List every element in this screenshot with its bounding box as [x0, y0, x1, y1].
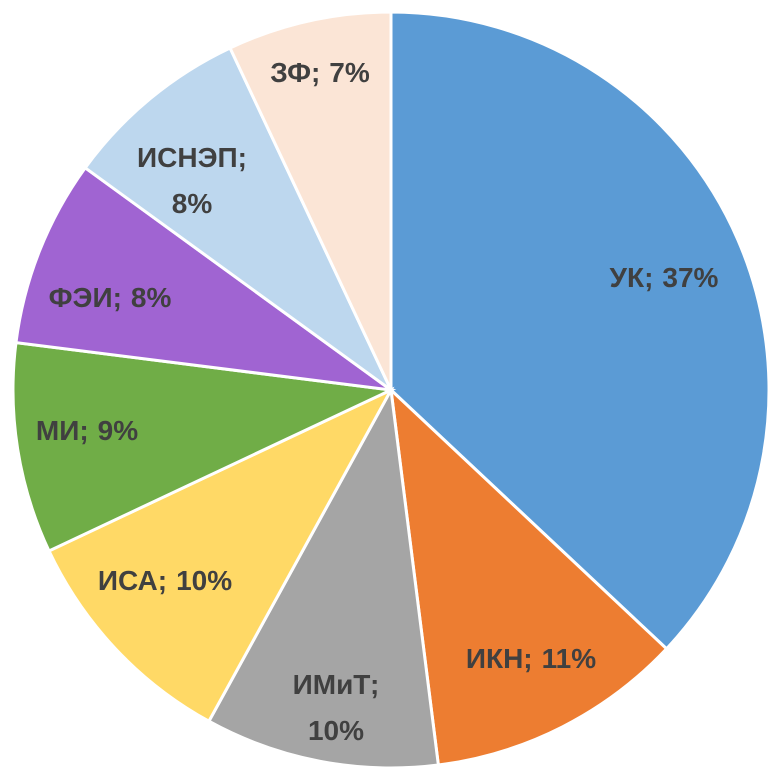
- label-category: ИМиТ: [293, 669, 371, 700]
- label-value: 10%: [176, 565, 232, 596]
- label-value: 11%: [542, 643, 597, 674]
- data-label: УК; 37%: [610, 262, 719, 293]
- data-label: МИ; 9%: [36, 415, 138, 446]
- data-label: ЗФ; 7%: [270, 57, 370, 88]
- pie-slice: [14, 165, 392, 392]
- pie-slice: [389, 10, 769, 651]
- pie-slice: [228, 10, 393, 391]
- data-label: ИСА; 10%: [98, 565, 232, 596]
- label-value: 10%: [308, 715, 364, 746]
- label-separator: ;: [158, 565, 167, 596]
- label-category: ИСНЭП: [137, 142, 238, 173]
- data-label: ФЭИ; 8%: [49, 282, 172, 313]
- label-category: ИКН: [466, 643, 523, 674]
- label-value: 7%: [329, 57, 370, 88]
- label-separator: ;: [370, 669, 379, 700]
- pie-slice: [388, 386, 669, 767]
- label-value: 9%: [98, 415, 139, 446]
- pie-slice: [11, 340, 397, 553]
- label-category: ЗФ: [270, 57, 311, 88]
- label-separator: ;: [113, 282, 122, 313]
- label-separator: ;: [238, 142, 247, 173]
- label-category: ИСА: [98, 565, 158, 596]
- pie-slice: [46, 386, 395, 724]
- pie-slice: [206, 385, 441, 769]
- label-separator: ;: [644, 262, 653, 293]
- label-separator: ;: [311, 57, 320, 88]
- data-label: ИСНЭП; 8%: [137, 142, 247, 219]
- data-label: ИМиТ; 10%: [293, 669, 380, 746]
- label-value: 8%: [131, 282, 172, 313]
- label-category: МИ: [36, 415, 79, 446]
- label-value: 37%: [662, 262, 718, 293]
- data-label: ИКН; 11%: [466, 643, 596, 674]
- label-separator: ;: [79, 415, 88, 446]
- label-category: ФЭИ: [49, 282, 113, 313]
- pie-slice: [83, 45, 393, 392]
- label-category: УК: [610, 262, 645, 293]
- label-separator: ;: [523, 643, 532, 674]
- label-value: 8%: [172, 188, 213, 219]
